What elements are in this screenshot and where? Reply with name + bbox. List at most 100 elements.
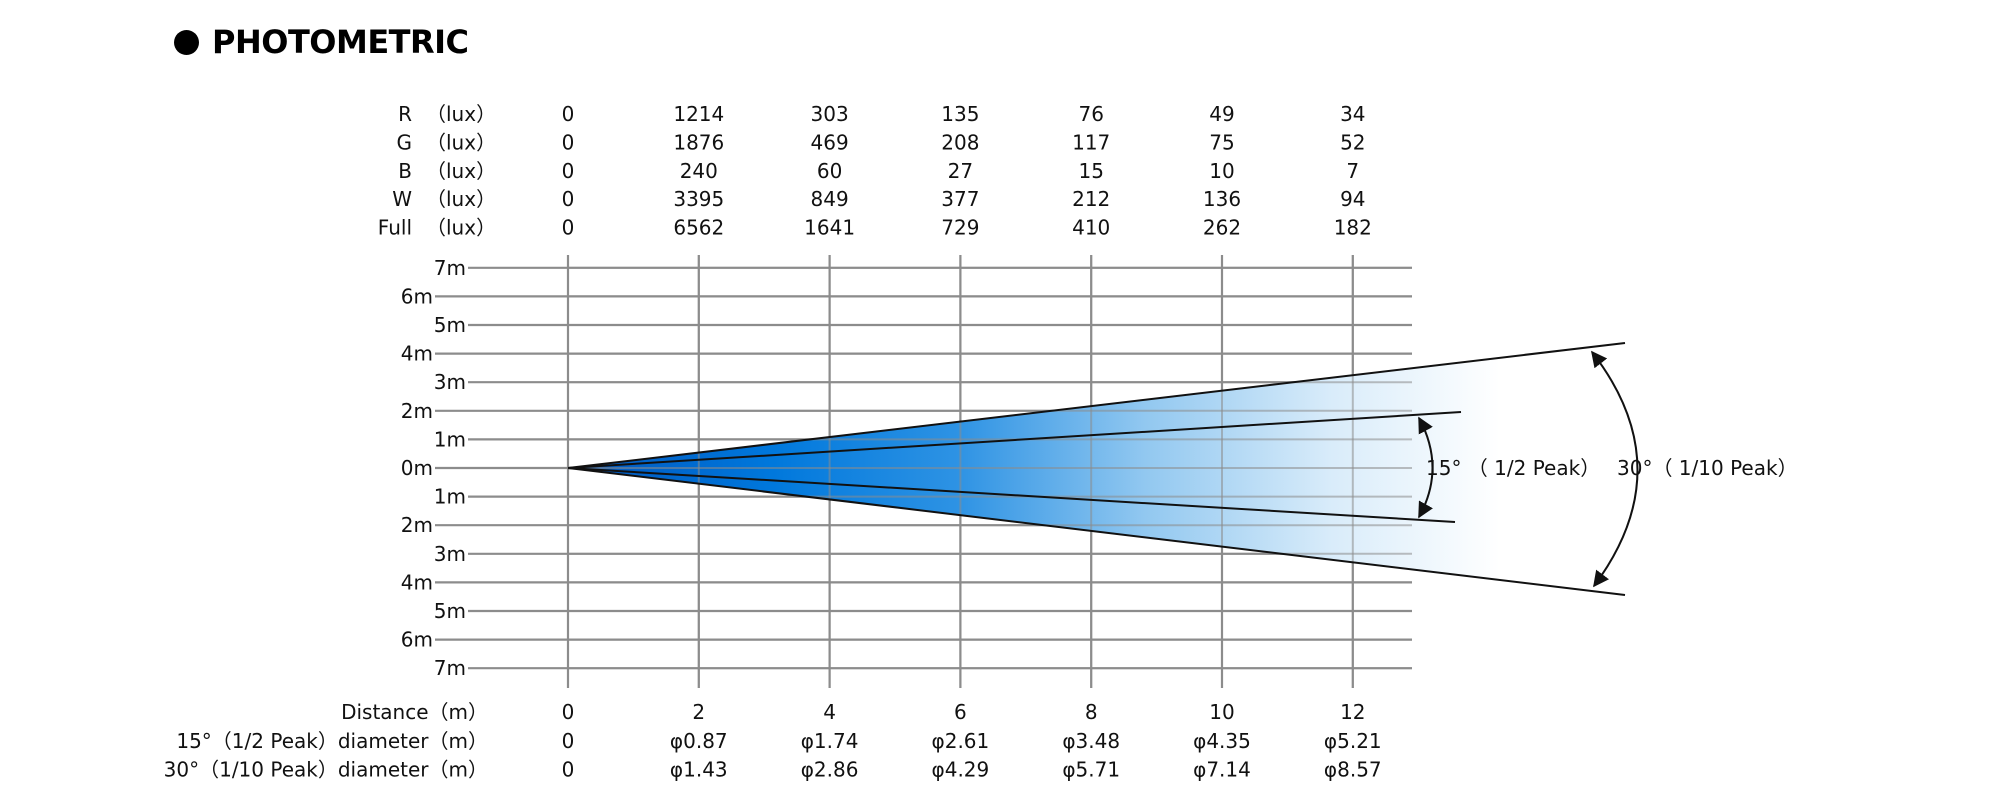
lux-value: 10 bbox=[1209, 159, 1234, 183]
lux-value: 60 bbox=[817, 159, 842, 183]
lux-value: 729 bbox=[941, 216, 979, 240]
diameter-table: Distance（m） 0 2 4 6 8 10 12 15°（1/2 Peak）diamete… bbox=[164, 700, 1382, 782]
lux-table: R （lux） 0 1214 303 135 76 49 34 G （lux） 0 1876 469 208… bbox=[378, 102, 1372, 240]
y-axis-tick-label: 7m bbox=[434, 256, 466, 280]
half-peak-upper-edge bbox=[567, 411, 1462, 469]
tenth-peak-lower-edge bbox=[567, 467, 1626, 596]
bottom-value: 12 bbox=[1340, 700, 1365, 724]
lux-value: 3395 bbox=[673, 187, 724, 211]
lux-value: 27 bbox=[948, 159, 973, 183]
lux-value: 1876 bbox=[673, 130, 724, 154]
bottom-row-label: 15°（1/2 Peak）diameter（m） bbox=[176, 729, 488, 753]
lux-unit-label: （lux） bbox=[426, 102, 496, 126]
lux-value: 34 bbox=[1340, 102, 1365, 126]
bottom-value: 0 bbox=[562, 729, 575, 753]
lux-value: 240 bbox=[680, 159, 718, 183]
lux-row-label: G bbox=[397, 130, 413, 154]
bottom-value: φ2.86 bbox=[801, 758, 859, 782]
lux-value: 117 bbox=[1072, 130, 1110, 154]
lux-value: 410 bbox=[1072, 216, 1110, 240]
bottom-value: φ7.14 bbox=[1193, 758, 1251, 782]
lux-row-label: R bbox=[398, 102, 412, 126]
lux-row-label: B bbox=[398, 159, 412, 183]
lux-row-label: W bbox=[392, 187, 412, 211]
lux-value: 0 bbox=[562, 216, 575, 240]
lux-value: 182 bbox=[1334, 216, 1372, 240]
bottom-value: φ0.87 bbox=[670, 729, 728, 753]
bottom-value: 4 bbox=[823, 700, 836, 724]
lux-value: 76 bbox=[1078, 102, 1103, 126]
lux-value: 0 bbox=[562, 130, 575, 154]
y-axis-tick-label: 1m bbox=[434, 427, 466, 451]
lux-value: 75 bbox=[1209, 130, 1234, 154]
lux-value: 0 bbox=[562, 102, 575, 126]
lux-value: 1641 bbox=[804, 216, 855, 240]
y-axis-tick-label: 6m bbox=[401, 284, 433, 308]
bottom-value: φ2.61 bbox=[932, 729, 990, 753]
beam-cone bbox=[567, 255, 1626, 688]
bottom-row-label: 30°（1/10 Peak）diameter（m） bbox=[164, 758, 488, 782]
bottom-row-label: Distance（m） bbox=[341, 700, 488, 724]
lux-value: 6562 bbox=[673, 216, 724, 240]
bottom-value: φ5.21 bbox=[1324, 729, 1382, 753]
lux-value: 94 bbox=[1340, 187, 1365, 211]
page-title: PHOTOMETRIC bbox=[212, 23, 469, 61]
half-peak-angle-label: 15° （ 1/2 Peak） bbox=[1426, 456, 1600, 480]
bottom-value: 6 bbox=[954, 700, 967, 724]
lux-unit-label: （lux） bbox=[426, 187, 496, 211]
tenth-peak-angle-label: 30°（ 1/10 Peak） bbox=[1617, 456, 1798, 480]
lux-value: 0 bbox=[562, 187, 575, 211]
y-axis-tick-label: 3m bbox=[434, 370, 466, 394]
lux-row-label: Full bbox=[378, 216, 412, 240]
section-heading: PHOTOMETRIC bbox=[174, 18, 469, 66]
y-axis-tick-label: 3m bbox=[434, 542, 466, 566]
tenth-peak-upper-edge bbox=[567, 342, 1626, 469]
half-peak-arc-arrow bbox=[1418, 416, 1434, 519]
lux-value: 377 bbox=[941, 187, 979, 211]
half-peak-lower-edge bbox=[567, 467, 1456, 523]
lux-value: 208 bbox=[941, 130, 979, 154]
bottom-value: φ1.74 bbox=[801, 729, 859, 753]
bottom-value: 0 bbox=[562, 758, 575, 782]
tenth-peak-arc-arrow bbox=[1591, 350, 1639, 588]
bottom-value: 2 bbox=[692, 700, 705, 724]
y-axis-tick-label: 2m bbox=[401, 513, 433, 537]
lux-value: 0 bbox=[562, 159, 575, 183]
lux-value: 1214 bbox=[673, 102, 724, 126]
bottom-value: φ3.48 bbox=[1062, 729, 1120, 753]
lux-unit-label: （lux） bbox=[426, 130, 496, 154]
y-axis-tick-label: 2m bbox=[401, 399, 433, 423]
lux-value: 212 bbox=[1072, 187, 1110, 211]
y-axis-tick-label: 4m bbox=[401, 570, 433, 594]
lux-unit-label: （lux） bbox=[426, 216, 496, 240]
bullet-icon bbox=[174, 29, 199, 55]
bottom-value: φ4.35 bbox=[1193, 729, 1251, 753]
y-axis-tick-label: 1m bbox=[434, 485, 466, 509]
bottom-value: φ1.43 bbox=[670, 758, 728, 782]
lux-value: 303 bbox=[811, 102, 849, 126]
lux-value: 469 bbox=[811, 130, 849, 154]
y-axis-zero-label: 0m bbox=[401, 456, 433, 480]
y-axis-tick-label: 6m bbox=[401, 628, 433, 652]
lux-value: 52 bbox=[1340, 130, 1365, 154]
bottom-value: φ5.71 bbox=[1062, 758, 1120, 782]
y-axis-tick-label: 4m bbox=[401, 342, 433, 366]
y-axis-tick-label: 5m bbox=[434, 599, 466, 623]
angle-annotations: 15° （ 1/2 Peak） 30°（ 1/10 Peak） bbox=[1418, 350, 1798, 588]
lux-value: 262 bbox=[1203, 216, 1241, 240]
lux-value: 49 bbox=[1209, 102, 1234, 126]
lux-value: 136 bbox=[1203, 187, 1241, 211]
bottom-value: 0 bbox=[562, 700, 575, 724]
bottom-value: φ4.29 bbox=[932, 758, 990, 782]
y-axis-tick-label: 7m bbox=[434, 656, 466, 680]
lux-unit-label: （lux） bbox=[426, 159, 496, 183]
bottom-value: φ8.57 bbox=[1324, 758, 1382, 782]
lux-value: 15 bbox=[1078, 159, 1103, 183]
lux-value: 7 bbox=[1346, 159, 1359, 183]
bottom-value: 10 bbox=[1209, 700, 1234, 724]
lux-value: 849 bbox=[811, 187, 849, 211]
bottom-value: 8 bbox=[1085, 700, 1098, 724]
lux-value: 135 bbox=[941, 102, 979, 126]
